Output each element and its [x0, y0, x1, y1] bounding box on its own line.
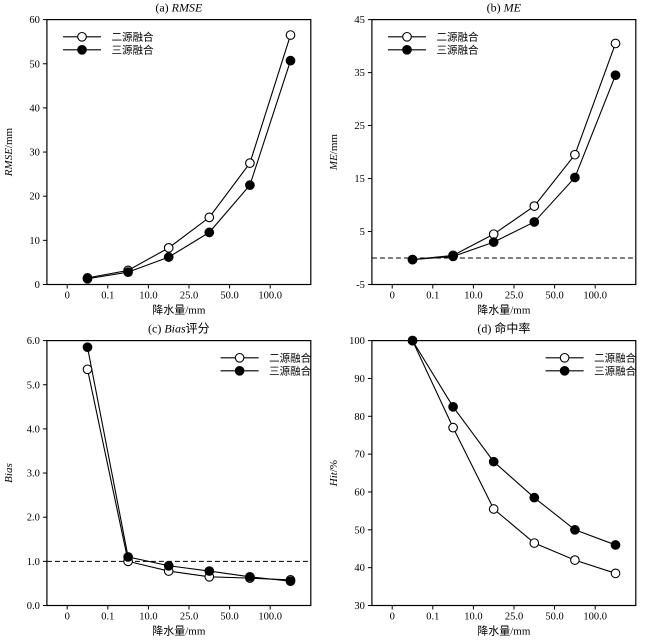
svg-text:10: 10 [29, 236, 40, 247]
svg-text:(d) 命中率: (d) 命中率 [477, 321, 530, 336]
svg-text:40: 40 [354, 563, 365, 574]
svg-text:50.0: 50.0 [220, 291, 238, 302]
svg-text:降水量/mm: 降水量/mm [477, 303, 531, 317]
svg-text:100.0: 100.0 [583, 612, 607, 623]
svg-text:0.1: 0.1 [426, 291, 439, 302]
svg-text:降水量/mm: 降水量/mm [152, 624, 206, 638]
svg-text:90: 90 [354, 374, 365, 385]
svg-text:二源融合: 二源融合 [269, 351, 311, 364]
svg-text:二源融合: 二源融合 [594, 351, 636, 364]
svg-text:0: 0 [35, 280, 40, 291]
svg-text:0: 0 [390, 291, 395, 302]
svg-text:45: 45 [354, 15, 365, 26]
svg-text:6.0: 6.0 [27, 336, 40, 347]
svg-text:70: 70 [354, 450, 365, 461]
svg-text:三源融合: 三源融合 [112, 43, 154, 56]
svg-text:25.0: 25.0 [505, 612, 523, 623]
svg-text:50.0: 50.0 [545, 612, 563, 623]
svg-text:二源融合: 二源融合 [112, 30, 154, 43]
svg-text:30: 30 [354, 601, 365, 612]
svg-text:0: 0 [65, 612, 70, 623]
svg-text:10.0: 10.0 [139, 291, 157, 302]
svg-text:25.0: 25.0 [180, 612, 198, 623]
svg-text:0.1: 0.1 [101, 291, 114, 302]
svg-text:2.0: 2.0 [27, 513, 40, 524]
svg-text:15: 15 [354, 174, 365, 185]
svg-text:25: 25 [354, 121, 365, 132]
svg-text:50: 50 [29, 59, 40, 70]
svg-text:0.0: 0.0 [27, 601, 40, 612]
svg-text:100.0: 100.0 [258, 612, 282, 623]
svg-text:40: 40 [29, 103, 40, 114]
svg-text:35: 35 [354, 68, 365, 79]
svg-text:ME/mm: ME/mm [328, 134, 340, 172]
svg-text:10.0: 10.0 [464, 291, 482, 302]
svg-text:50: 50 [354, 525, 365, 536]
svg-text:三源融合: 三源融合 [437, 43, 479, 56]
svg-text:100.0: 100.0 [583, 291, 607, 302]
svg-text:20: 20 [29, 192, 40, 203]
svg-text:60: 60 [29, 15, 40, 26]
svg-text:0: 0 [65, 291, 70, 302]
svg-text:Hit/%: Hit/% [328, 460, 340, 487]
svg-text:30: 30 [29, 148, 40, 159]
svg-text:4.0: 4.0 [27, 424, 40, 435]
svg-text:0.1: 0.1 [101, 612, 114, 623]
svg-text:二源融合: 二源融合 [437, 30, 479, 43]
svg-text:三源融合: 三源融合 [594, 364, 636, 377]
svg-text:降水量/mm: 降水量/mm [477, 624, 531, 638]
svg-text:(b) ME: (b) ME [487, 1, 522, 15]
svg-text:80: 80 [354, 412, 365, 423]
svg-text:RMSE/mm: RMSE/mm [3, 127, 15, 177]
svg-text:10.0: 10.0 [139, 612, 157, 623]
svg-text:25.0: 25.0 [180, 291, 198, 302]
svg-text:5: 5 [360, 227, 365, 238]
svg-text:50.0: 50.0 [545, 291, 563, 302]
svg-text:(a) RMSE: (a) RMSE [155, 1, 203, 15]
svg-text:5.0: 5.0 [27, 380, 40, 391]
svg-text:3.0: 3.0 [27, 469, 40, 480]
svg-text:三源融合: 三源融合 [269, 364, 311, 377]
svg-text:25.0: 25.0 [505, 291, 523, 302]
svg-text:-5: -5 [356, 280, 365, 291]
svg-text:降水量/mm: 降水量/mm [152, 303, 206, 317]
svg-text:1.0: 1.0 [27, 557, 40, 568]
svg-text:0.1: 0.1 [426, 612, 439, 623]
svg-text:50.0: 50.0 [220, 612, 238, 623]
svg-text:60: 60 [354, 487, 365, 498]
svg-text:100.0: 100.0 [258, 291, 282, 302]
svg-text:10.0: 10.0 [464, 612, 482, 623]
svg-text:(c) Bias评分: (c) Bias评分 [148, 322, 210, 336]
svg-text:100: 100 [349, 336, 365, 347]
svg-text:Bias: Bias [3, 463, 15, 483]
svg-text:0: 0 [390, 612, 395, 623]
